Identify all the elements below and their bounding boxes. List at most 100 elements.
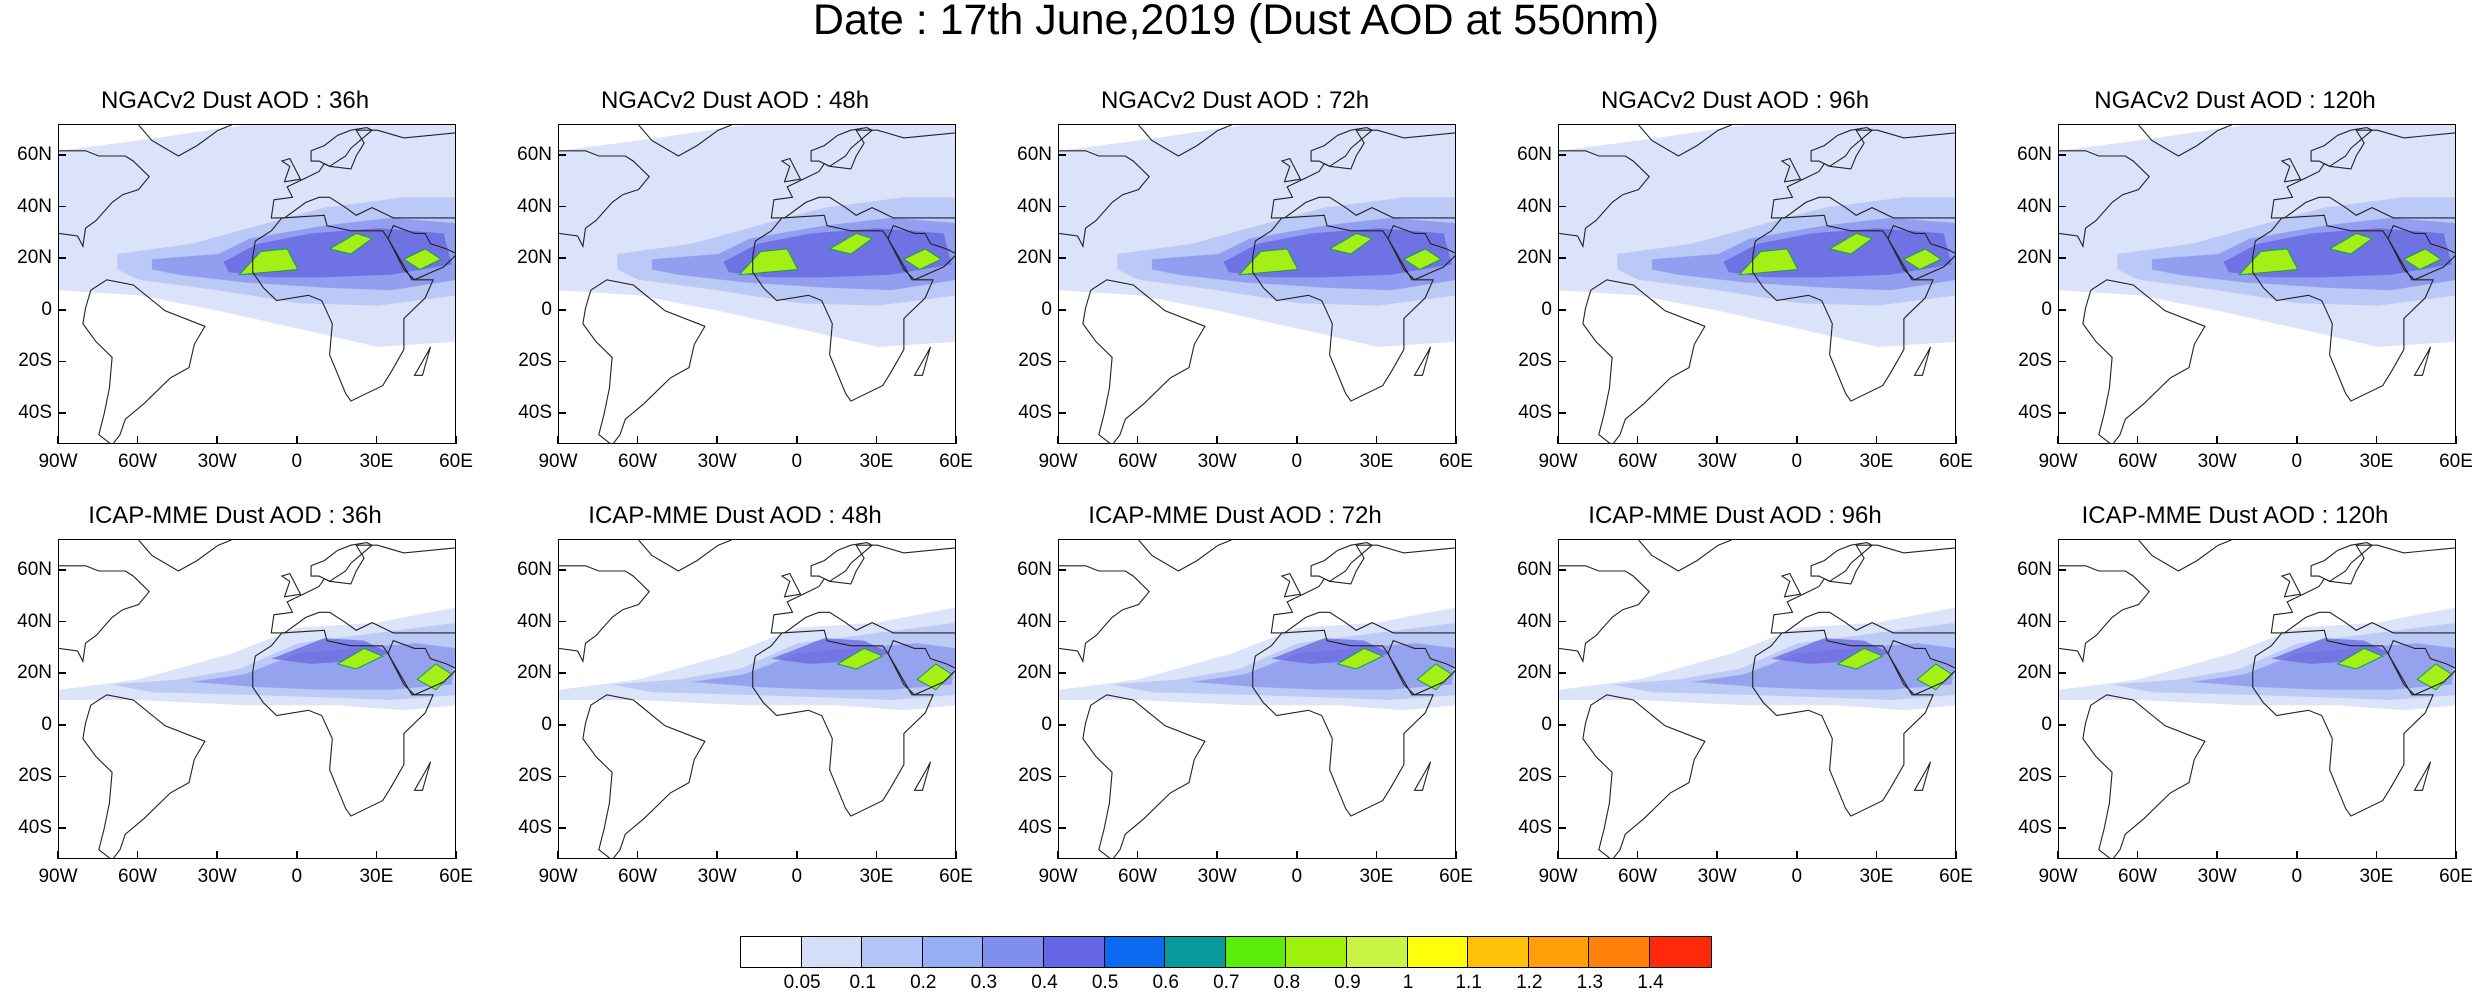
lat-tick-label: 40S	[1518, 402, 1552, 424]
lat-tick	[558, 775, 566, 778]
lon-tick-label: 90W	[538, 866, 578, 887]
lon-tick	[375, 436, 378, 444]
lon-tick-label: 0	[791, 451, 803, 472]
colorbar-label: 1.2	[1516, 972, 1543, 993]
aod-contour-high	[1402, 248, 1443, 271]
map-plot-area	[58, 124, 456, 444]
lat-tick-label: 60N	[517, 143, 552, 165]
lon-tick-label: 0	[291, 451, 303, 472]
figure-title: Date : 17th June,2019 (Dust AOD at 550nm…	[812, 0, 1660, 44]
dust-aod-map	[2059, 540, 2455, 858]
lon-tick	[1875, 851, 1878, 859]
aod-contour-high	[1836, 647, 1884, 670]
map-plot-area	[58, 539, 456, 859]
lon-tick	[136, 851, 139, 859]
lat-tick-label: 0	[1041, 713, 1052, 735]
lat-tick-label: 60N	[17, 143, 52, 165]
colorbar-label: 0.05	[783, 972, 821, 993]
lon-tick	[296, 436, 298, 444]
lat-tick	[1058, 775, 1066, 778]
aod-contour-high	[836, 647, 884, 670]
lon-tick-label: 30E	[2359, 451, 2394, 472]
lat-tick-label: 0	[1541, 713, 1552, 735]
aod-contour-high	[328, 232, 374, 255]
colorbar-label: 0.5	[1091, 972, 1119, 993]
lat-tick	[58, 257, 66, 259]
lon-tick-label: 90W	[1038, 866, 1078, 887]
coastlines	[1059, 125, 1455, 443]
lon-tick-label: 60W	[2118, 866, 2158, 887]
lat-tick-label: 60N	[1017, 558, 1052, 580]
colorbar-label: 1.1	[1455, 972, 1482, 993]
lat-tick-label: 40S	[18, 817, 52, 839]
lon-tick-label: 60W	[618, 866, 658, 887]
lon-tick-label: 60E	[939, 451, 973, 472]
lat-tick-label: 0	[41, 713, 52, 735]
lon-tick-label: 30E	[1859, 866, 1894, 887]
lon-tick	[716, 851, 718, 859]
lon-tick-label: 0	[791, 866, 803, 887]
aod-field	[2059, 607, 2455, 711]
aod-contour-high	[1902, 248, 1943, 271]
colorbar	[740, 936, 1712, 968]
lat-tick	[1058, 620, 1066, 623]
aod-contour-high	[1336, 647, 1384, 670]
colorbar-swatch	[1528, 937, 1590, 967]
lon-tick-label: 30E	[359, 866, 394, 887]
panel-title: ICAP-MME Dust AOD : 48h	[588, 502, 882, 529]
lon-tick-label: 60E	[439, 451, 473, 472]
lat-tick-label: 40N	[17, 610, 52, 632]
aod-contour-high	[2336, 647, 2384, 670]
lon-tick	[296, 851, 298, 859]
lon-tick-label: 30E	[359, 451, 394, 472]
aod-contour-high	[2402, 248, 2443, 271]
lon-tick	[1955, 436, 1957, 444]
map-panel: NGACv2 Dust AOD : 36h 60N 40N 20N 0 20S 40S 90W…	[0, 88, 473, 478]
lon-tick-label: 30W	[1197, 866, 1237, 887]
dust-aod-map	[1059, 125, 1455, 443]
lon-tick	[1455, 436, 1457, 444]
lon-tick	[875, 436, 878, 444]
lat-tick	[2058, 257, 2066, 259]
lon-tick	[2136, 436, 2139, 444]
lon-tick	[2216, 851, 2218, 859]
colorbar-swatch	[1104, 937, 1166, 967]
lon-tick	[1716, 851, 1718, 859]
lat-tick	[1058, 569, 1066, 571]
lat-tick-label: 20N	[17, 662, 52, 684]
colorbar-swatch	[862, 937, 923, 967]
lon-tick-label: 60E	[1939, 866, 1973, 887]
aod-field	[1059, 607, 1455, 711]
lon-tick	[1557, 851, 1559, 859]
lat-tick	[2058, 672, 2066, 674]
lat-tick	[2058, 569, 2066, 571]
map-panel: ICAP-MME Dust AOD : 120h 60N 40N 20N 0 20S 40S…	[2000, 503, 2472, 893]
lat-tick-label: 40N	[1017, 195, 1052, 217]
lat-tick	[2058, 620, 2066, 623]
lon-tick	[557, 436, 559, 444]
lat-tick-label: 40S	[18, 402, 52, 424]
lon-tick-label: 0	[1791, 451, 1803, 472]
lon-tick	[1057, 851, 1059, 859]
map-panel: ICAP-MME Dust AOD : 48h 60N 40N 20N 0 20S 40S 9…	[500, 502, 973, 893]
colorbar-swatch	[1165, 937, 1226, 967]
lon-tick-label: 90W	[2038, 866, 2078, 887]
aod-contour-high	[902, 248, 943, 271]
lon-tick-label: 0	[2291, 451, 2303, 472]
lon-tick	[1557, 436, 1559, 444]
map-panel: ICAP-MME Dust AOD : 96h 60N 40N 20N 0 20S 40S 9…	[1500, 503, 1973, 893]
lat-tick-label: 20S	[1018, 350, 1052, 372]
colorbar-swatch	[1225, 937, 1287, 967]
lon-tick-label: 90W	[538, 451, 578, 472]
lon-tick-label: 0	[1291, 451, 1303, 472]
lon-tick-label: 60E	[1939, 451, 1973, 472]
lon-tick-label: 30E	[859, 866, 894, 887]
map-panel: ICAP-MME Dust AOD : 72h 60N 40N 20N 0 20S 40S 9…	[1000, 503, 1473, 893]
lon-tick-label: 90W	[1538, 866, 1578, 887]
lon-tick-label: 60E	[439, 866, 473, 887]
lon-tick	[796, 436, 798, 444]
lon-tick-label: 30E	[1859, 451, 1894, 472]
lat-tick-label: 0	[2041, 298, 2052, 320]
colorbar-swatch	[1407, 937, 1469, 967]
lon-tick-label: 60E	[2439, 451, 2472, 472]
